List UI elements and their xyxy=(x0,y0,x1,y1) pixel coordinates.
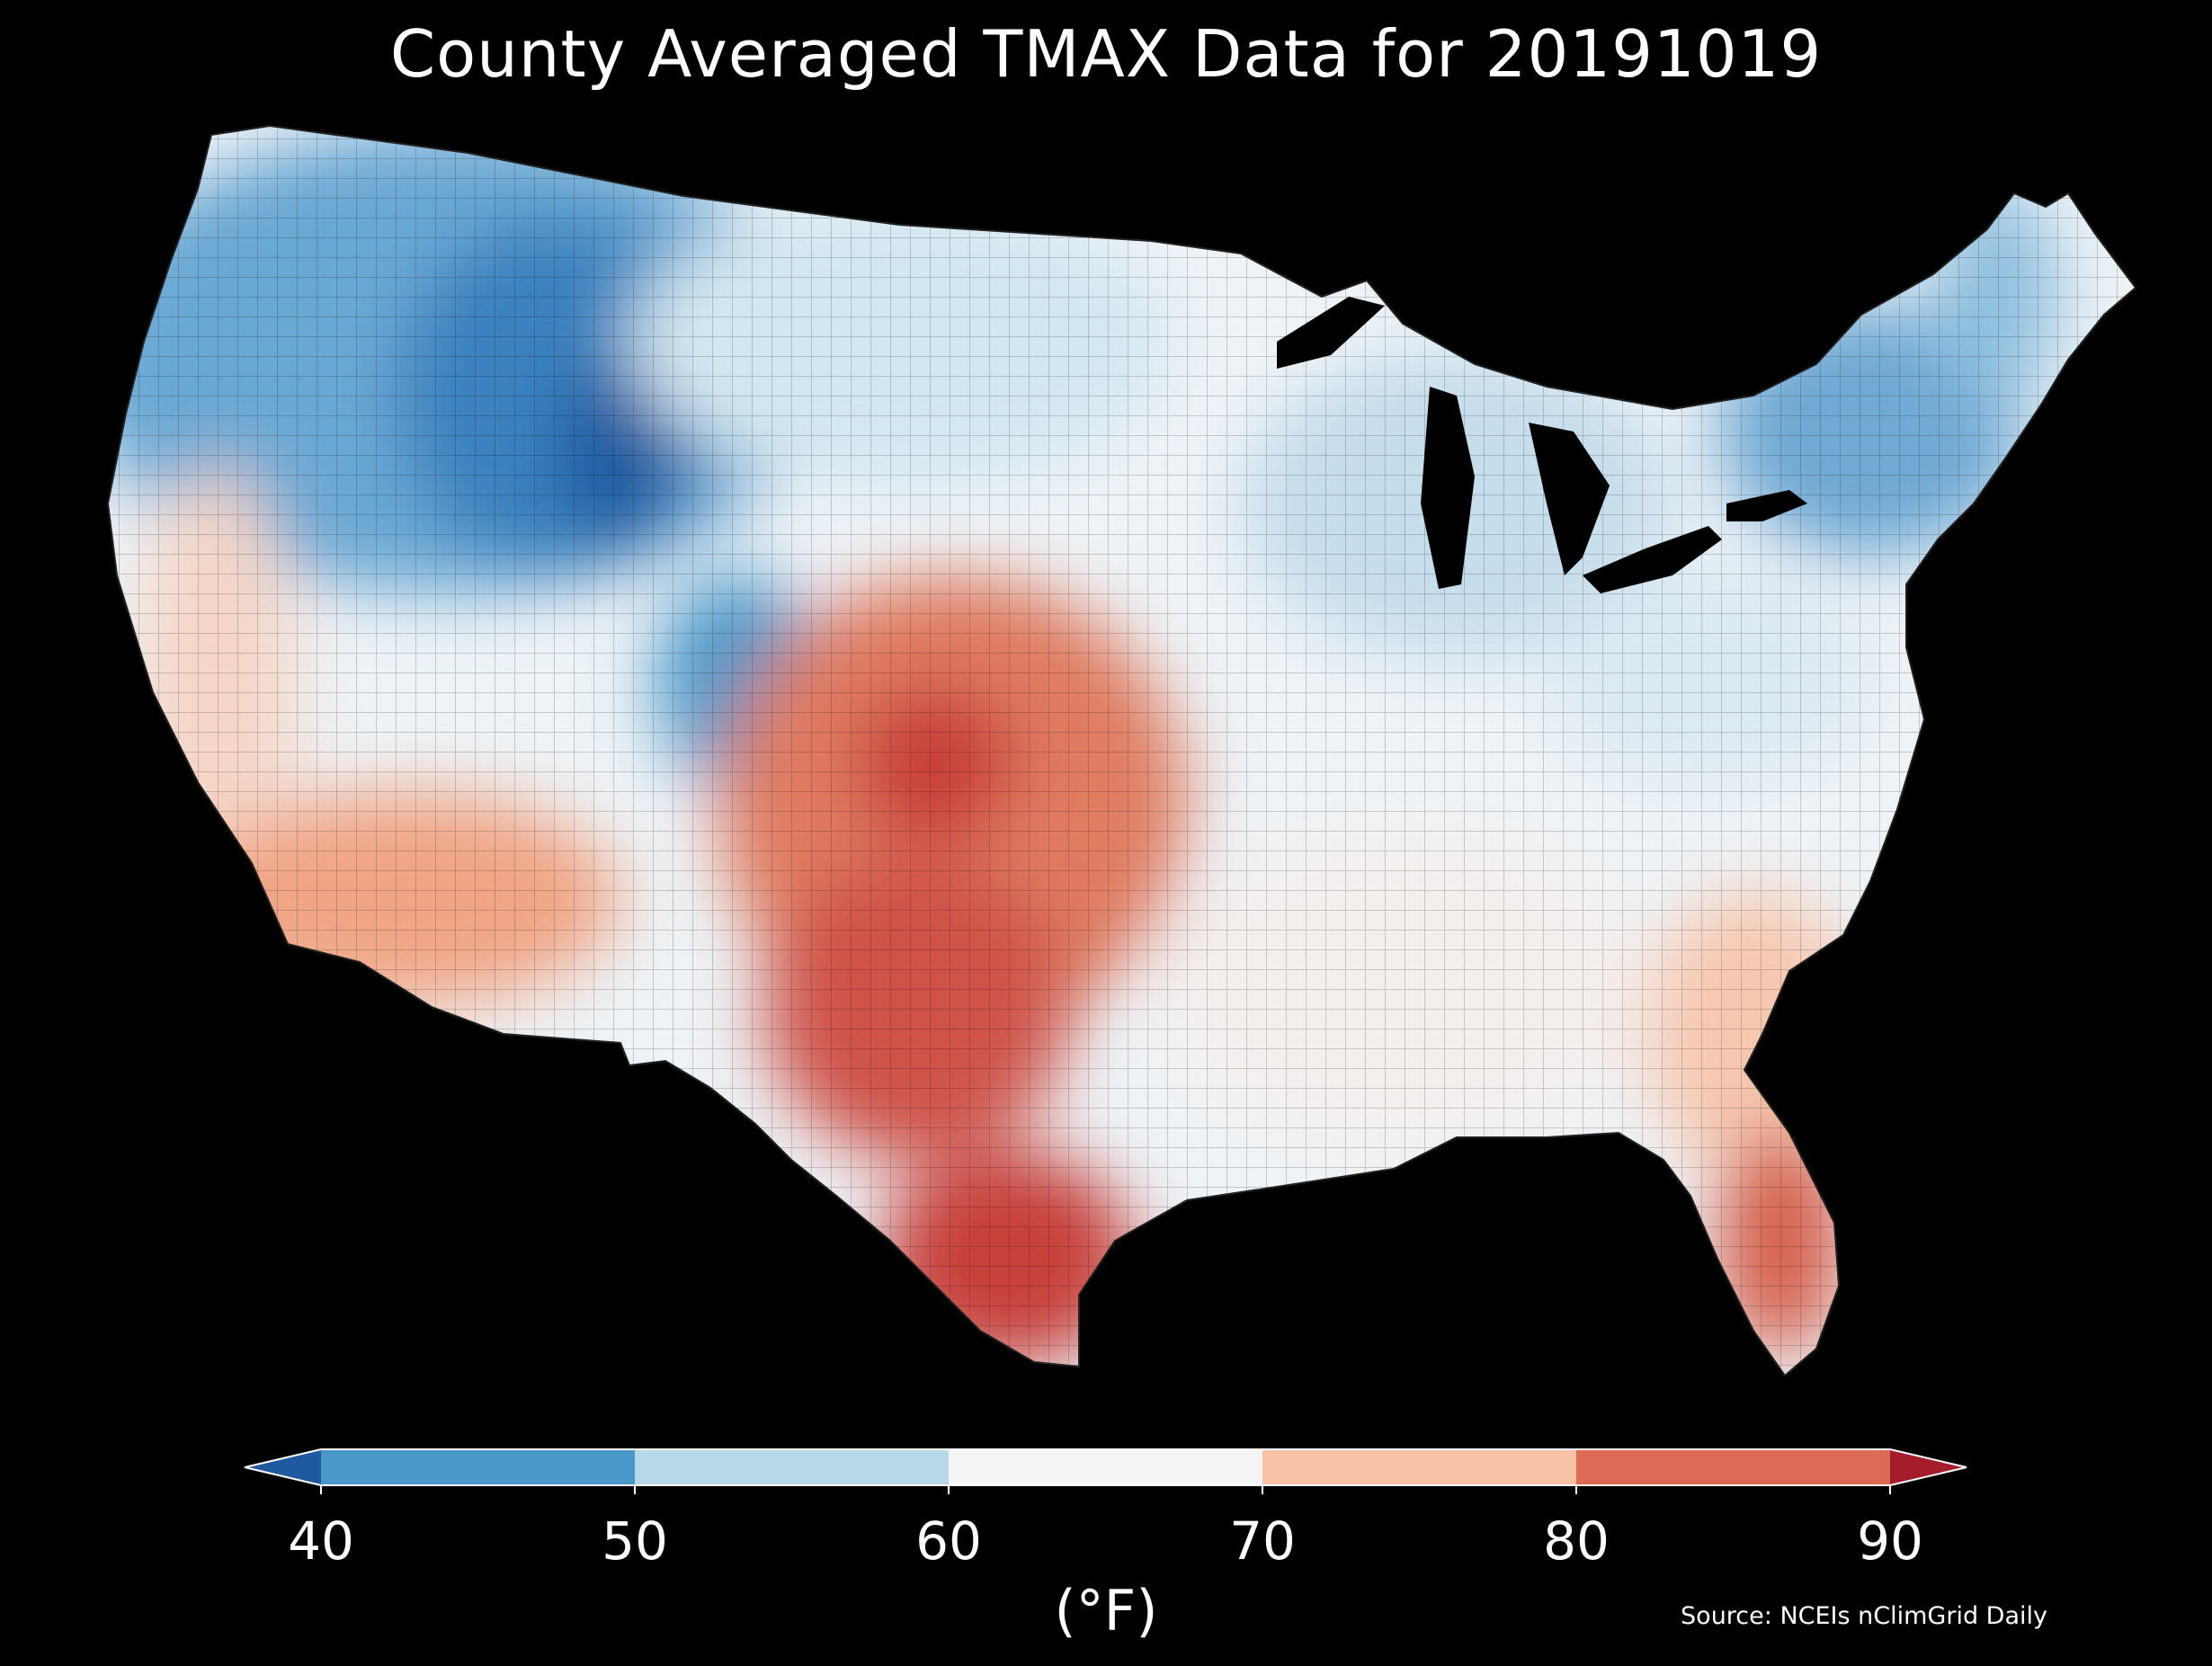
lake-superior xyxy=(1277,297,1385,369)
colorbar-segment-80-90 xyxy=(1576,1449,1890,1485)
source-credit: Source: NCEIs nClimGrid Daily xyxy=(1681,1602,2047,1630)
tick-label-90: 90 xyxy=(1857,1510,1923,1572)
tick-label-80: 80 xyxy=(1543,1510,1610,1572)
lake-huron xyxy=(1529,423,1610,575)
tick-label-50: 50 xyxy=(602,1510,668,1572)
colorbar xyxy=(244,1448,1967,1494)
lake-michigan xyxy=(1421,387,1475,589)
colorbar-segment-40-50 xyxy=(321,1449,635,1485)
colorbar-units-label: (°F) xyxy=(1054,1578,1158,1644)
lake-erie xyxy=(1583,526,1722,593)
tick-label-70: 70 xyxy=(1229,1510,1296,1572)
us-outline xyxy=(106,124,2137,1377)
tick-label-60: 60 xyxy=(915,1510,982,1572)
colorbar-extend-high xyxy=(1890,1449,1967,1485)
tick-label-40: 40 xyxy=(288,1510,354,1572)
map-title: County Averaged TMAX Data for 20191019 xyxy=(389,16,1823,92)
colorbar-extend-low xyxy=(245,1449,321,1485)
colorbar-segment-70-80 xyxy=(1262,1449,1576,1485)
lake-ontario xyxy=(1726,490,1807,521)
colorbar-segment-50-60 xyxy=(635,1449,949,1485)
colorbar-segment-60-70 xyxy=(949,1449,1262,1485)
